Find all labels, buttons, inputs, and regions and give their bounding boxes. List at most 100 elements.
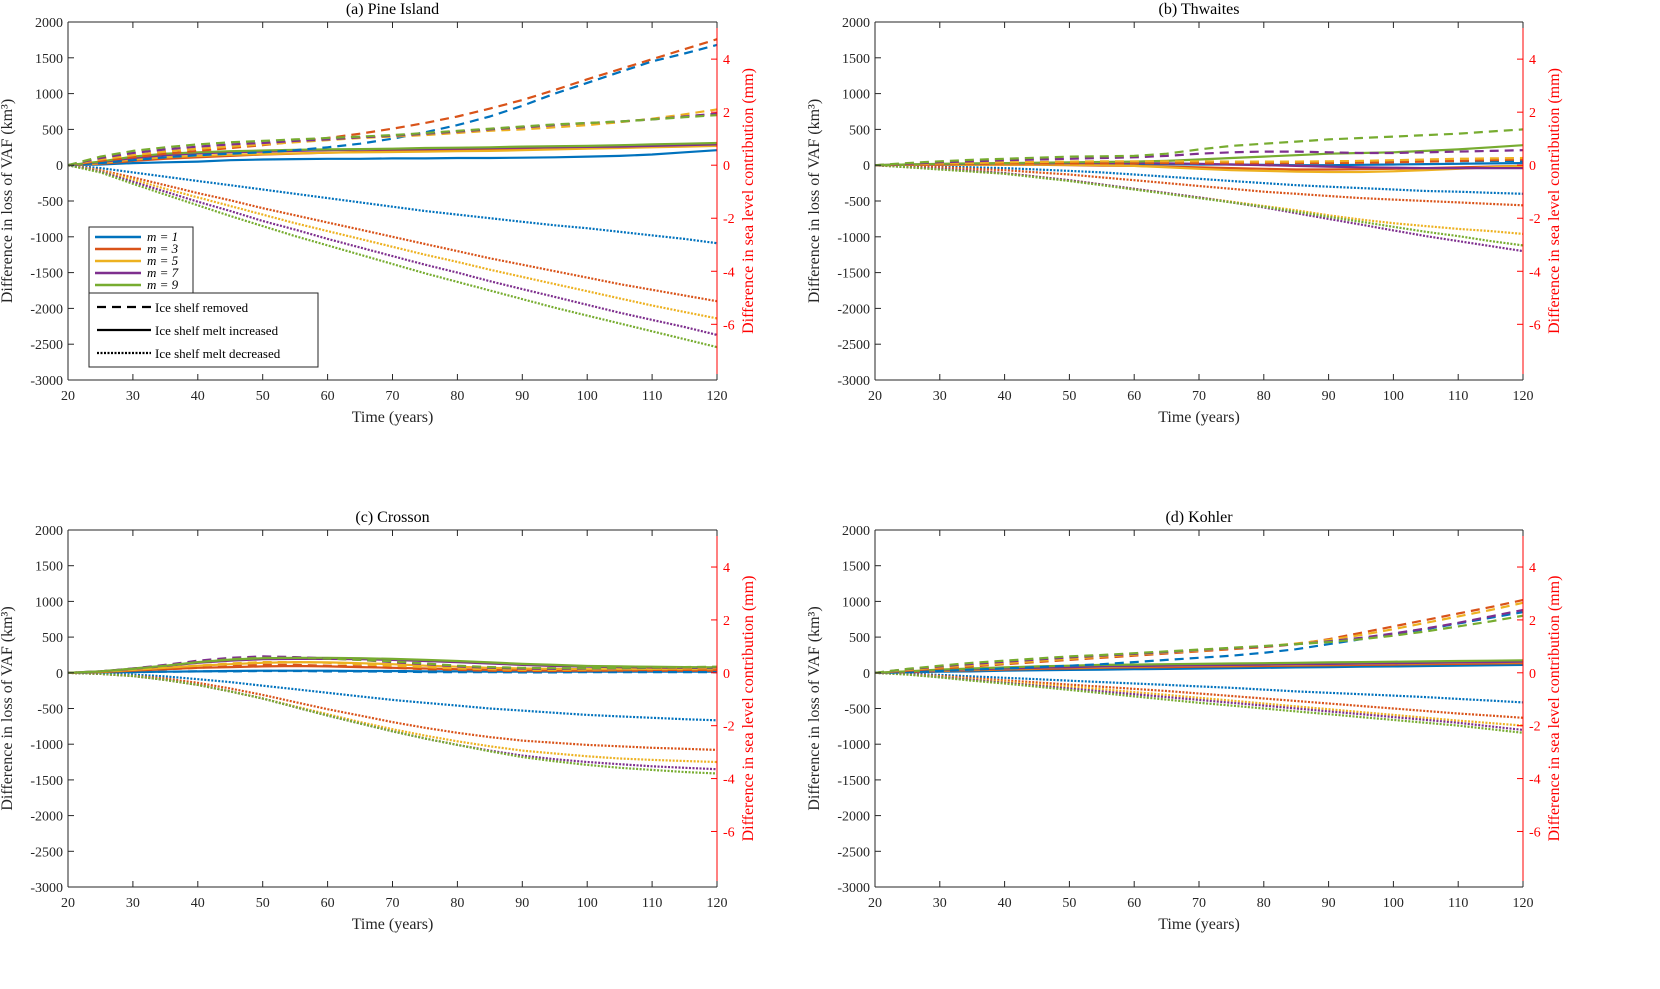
x-tick-label: 30 — [126, 896, 140, 911]
y-right-tick-label: 4 — [723, 561, 730, 576]
y-tick-label: -1500 — [30, 774, 63, 789]
y-tick-label: 1500 — [35, 52, 63, 67]
y-right-tick-label: 0 — [723, 159, 730, 174]
y-tick-label: 500 — [42, 631, 63, 646]
series-line-m1-dotted — [68, 671, 717, 722]
y-right-tick-label: 0 — [1529, 667, 1536, 682]
y-tick-label: -2500 — [837, 338, 870, 353]
y-tick-label: 2000 — [842, 524, 870, 539]
legend-style-label: Ice shelf removed — [155, 300, 249, 315]
x-tick-label: 40 — [998, 896, 1012, 911]
x-tick-label: 40 — [191, 389, 205, 404]
legend-m-label: m = 3 — [147, 241, 179, 256]
y-tick-label: 1000 — [35, 88, 63, 103]
x-tick-label: 60 — [321, 389, 335, 404]
y-tick-label: -500 — [37, 703, 63, 718]
series-line-m5-dashed — [875, 601, 1523, 674]
series-line-m9-dashed — [875, 128, 1523, 167]
x-tick-label: 30 — [126, 389, 140, 404]
y-tick-label: -500 — [844, 195, 870, 210]
y-tick-label: 1000 — [842, 88, 870, 103]
x-tick-label: 20 — [61, 896, 75, 911]
x-axis-title: Time (years) — [1158, 916, 1240, 933]
x-tick-label: 60 — [1127, 896, 1141, 911]
panel-title: (d) Kohler — [1165, 509, 1233, 526]
y-right-tick-label: -2 — [723, 720, 735, 735]
series-line-m9-dotted — [68, 671, 717, 775]
series-line-m7-dotted — [68, 164, 717, 336]
y-right-tick-label: 2 — [1529, 614, 1536, 629]
series-line-m1-solid — [68, 149, 717, 167]
y-tick-label: 2000 — [35, 16, 63, 31]
x-tick-label: 70 — [386, 389, 400, 404]
y-right-tick-label: 2 — [723, 614, 730, 629]
y-right-tick-label: 0 — [1529, 159, 1536, 174]
y-right-tick-label: 0 — [723, 667, 730, 682]
legend-style-label: Ice shelf melt decreased — [155, 346, 281, 361]
y-tick-label: -1000 — [837, 231, 870, 246]
x-tick-label: 50 — [256, 896, 270, 911]
y-right-tick-label: -6 — [723, 318, 735, 333]
series-group — [875, 598, 1523, 734]
x-tick-label: 30 — [933, 896, 947, 911]
series-line-m7-dotted — [875, 671, 1523, 731]
x-tick-label: 100 — [1383, 896, 1404, 911]
x-tick-label: 110 — [642, 896, 662, 911]
series-line-m1-dotted — [68, 164, 717, 245]
x-tick-label: 110 — [1448, 389, 1468, 404]
y-axis-right-title: Difference in sea level contribution (mm… — [1546, 68, 1563, 334]
y-tick-label: -1000 — [30, 738, 63, 753]
y-right-tick-label: -6 — [1529, 825, 1541, 840]
panel-title: (b) Thwaites — [1158, 1, 1239, 18]
y-right-tick-label: -4 — [723, 265, 735, 280]
series-line-m1-dotted — [875, 164, 1523, 195]
y-axis-title: Difference in loss of VAF (km³) — [0, 99, 16, 303]
y-right-tick-label: -4 — [723, 773, 735, 788]
y-tick-label: 1000 — [842, 595, 870, 610]
y-tick-label: -500 — [37, 195, 63, 210]
x-axis-title: Time (years) — [352, 916, 434, 933]
y-tick-label: 500 — [42, 123, 63, 138]
x-tick-label: 110 — [1448, 896, 1468, 911]
x-tick-label: 90 — [1322, 896, 1336, 911]
x-tick-label: 100 — [577, 896, 598, 911]
x-tick-label: 120 — [707, 896, 728, 911]
x-tick-label: 70 — [1192, 896, 1206, 911]
x-tick-label: 80 — [450, 896, 464, 911]
x-tick-label: 110 — [642, 389, 662, 404]
y-right-tick-label: 4 — [1529, 561, 1536, 576]
y-tick-label: -2500 — [30, 845, 63, 860]
legend-style-label: Ice shelf melt increased — [155, 323, 279, 338]
y-tick-label: -1000 — [30, 231, 63, 246]
y-tick-label: -3000 — [30, 881, 63, 896]
panel-title: (c) Crosson — [355, 509, 429, 526]
y-right-tick-label: -4 — [1529, 773, 1541, 788]
x-tick-label: 100 — [1383, 389, 1404, 404]
series-line-m9-dotted — [875, 164, 1523, 247]
y-tick-label: -3000 — [837, 374, 870, 389]
y-right-tick-label: -2 — [1529, 212, 1541, 227]
series-line-m5-dotted — [68, 164, 717, 320]
x-tick-label: 90 — [1322, 389, 1336, 404]
y-tick-label: -500 — [844, 703, 870, 718]
y-axis-right-title: Difference in sea level contribution (mm… — [740, 68, 757, 334]
x-tick-label: 120 — [707, 389, 728, 404]
y-right-tick-label: 4 — [1529, 53, 1536, 68]
y-tick-label: -2000 — [837, 810, 870, 825]
x-tick-label: 90 — [515, 389, 529, 404]
x-tick-label: 80 — [1257, 896, 1271, 911]
series-line-m3-dotted — [68, 671, 717, 751]
x-tick-label: 20 — [868, 389, 882, 404]
y-tick-label: 0 — [56, 159, 63, 174]
y-tick-label: -2000 — [30, 810, 63, 825]
x-tick-label: 50 — [256, 389, 270, 404]
y-tick-label: -2000 — [837, 302, 870, 317]
x-tick-label: 60 — [1127, 389, 1141, 404]
x-tick-label: 120 — [1513, 389, 1534, 404]
y-axis-title: Difference in loss of VAF (km³) — [806, 99, 823, 303]
y-tick-label: 2000 — [842, 16, 870, 31]
y-tick-label: 1500 — [842, 52, 870, 67]
y-tick-label: -2500 — [837, 845, 870, 860]
